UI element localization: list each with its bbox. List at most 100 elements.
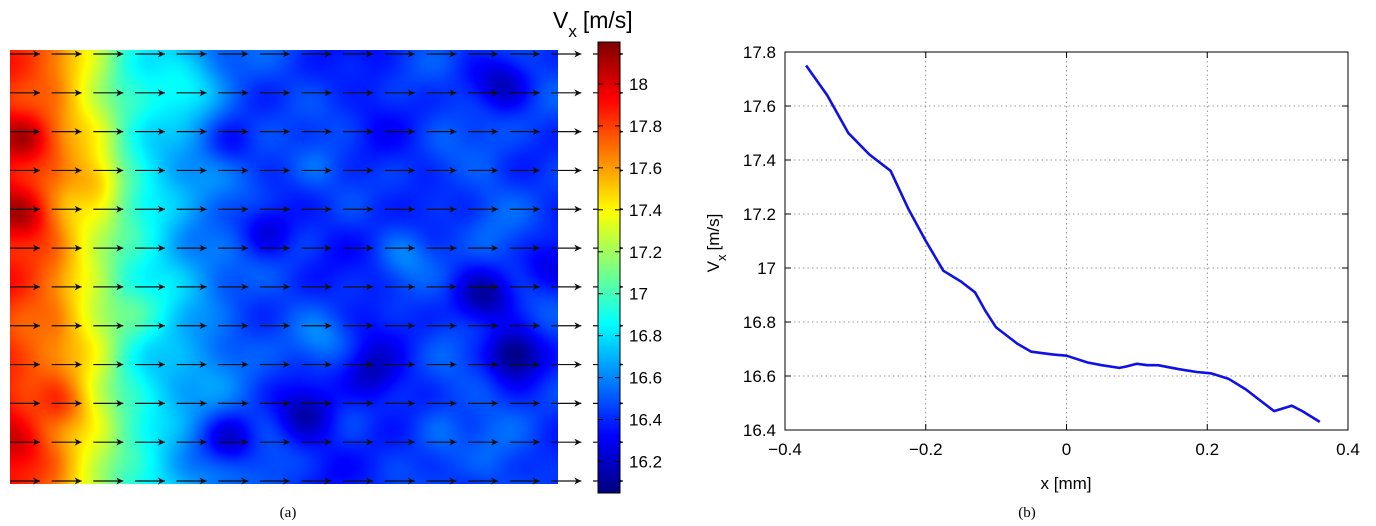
colorbar-tick-label: 16.8 (629, 327, 662, 346)
velocity-arrow (51, 361, 82, 369)
velocity-arrow (343, 89, 374, 97)
velocity-arrow (343, 128, 374, 136)
velocity-arrow (343, 399, 374, 407)
y-tick-label: 16.6 (743, 367, 776, 386)
x-tick-label: −0.2 (909, 440, 943, 459)
velocity-arrow (93, 244, 124, 252)
velocity-arrow (343, 166, 374, 174)
velocity-arrow (176, 322, 207, 330)
velocity-arrow (176, 438, 207, 446)
velocity-arrow (468, 205, 499, 213)
velocity-arrow (384, 438, 415, 446)
velocity-arrow (551, 283, 582, 291)
velocity-arrow (384, 205, 415, 213)
velocity-arrow (426, 283, 457, 291)
x-axis-label: x [mm] (1041, 474, 1092, 493)
velocity-arrow (218, 322, 249, 330)
velocity-arrow (259, 50, 290, 58)
velocity-arrow (10, 322, 40, 330)
velocity-arrow (259, 477, 290, 485)
colorbar-frame (598, 42, 620, 493)
velocity-arrow (384, 477, 415, 485)
velocity-arrow (259, 128, 290, 136)
velocity-arrow (134, 361, 165, 369)
velocity-arrow (384, 89, 415, 97)
y-tick-label: 17.4 (743, 151, 776, 170)
velocity-arrow (301, 283, 332, 291)
velocity-arrow (468, 477, 499, 485)
velocity-arrow (301, 438, 332, 446)
x-tick-label: 0 (1062, 440, 1071, 459)
velocity-arrow (10, 361, 40, 369)
colorbar-border (597, 41, 621, 494)
colorbar-ticks: 16.2 16.4 16.6 16.8 17 17.2 17.4 17.6 17.8 18 (598, 75, 662, 472)
velocity-arrow (51, 438, 82, 446)
velocity-arrow (301, 399, 332, 407)
colorbar-tick-label: 18 (629, 75, 648, 94)
velocity-arrow (93, 128, 124, 136)
velocity-arrow (218, 50, 249, 58)
velocity-arrow (176, 283, 207, 291)
velocity-arrow (468, 244, 499, 252)
velocity-arrow (51, 322, 82, 330)
velocity-arrow (218, 283, 249, 291)
velocity-arrow (343, 205, 374, 213)
velocity-arrow (176, 361, 207, 369)
velocity-arrow (384, 361, 415, 369)
velocity-arrow (301, 361, 332, 369)
velocity-arrow (343, 283, 374, 291)
y-axis-label: Vx[m/s] (704, 214, 729, 273)
x-tick-label: 0.2 (1195, 440, 1219, 459)
velocity-arrow (301, 128, 332, 136)
velocity-arrow (259, 89, 290, 97)
velocity-arrow (218, 166, 249, 174)
velocity-arrow (218, 399, 249, 407)
velocity-arrow (10, 477, 40, 485)
y-tick-label: 17.6 (743, 97, 776, 116)
y-tick-label: 17.8 (743, 43, 776, 62)
velocity-arrow (218, 128, 249, 136)
velocity-arrow (51, 399, 82, 407)
velocity-arrow (93, 322, 124, 330)
velocity-arrow (301, 50, 332, 58)
velocity-arrow (384, 128, 415, 136)
velocity-arrow (134, 244, 165, 252)
velocity-arrow (384, 50, 415, 58)
colorbar-tick-label: 17.8 (629, 117, 662, 136)
velocity-arrow (384, 283, 415, 291)
velocity-arrow (259, 361, 290, 369)
velocity-arrow (426, 399, 457, 407)
velocity-arrow (10, 166, 40, 174)
velocity-arrow (176, 128, 207, 136)
velocity-arrow (426, 361, 457, 369)
velocity-arrow (51, 283, 82, 291)
velocity-arrow (93, 89, 124, 97)
y-tick-label: 17.2 (743, 205, 776, 224)
velocity-arrow (426, 477, 457, 485)
velocity-heatmap-frame (10, 50, 558, 484)
velocity-arrow (509, 283, 540, 291)
velocity-arrow (468, 166, 499, 174)
velocity-arrow (10, 283, 40, 291)
velocity-arrow (384, 244, 415, 252)
velocity-arrow (509, 322, 540, 330)
velocity-arrow (259, 205, 290, 213)
velocity-arrow (93, 399, 124, 407)
colorbar-tick-label: 16.6 (629, 369, 662, 388)
caption-panel-b: (b) (1018, 505, 1036, 521)
velocity-arrow (93, 361, 124, 369)
velocity-arrow (10, 438, 40, 446)
colorbar-tick-label: 16.2 (629, 453, 662, 472)
y-tick-label: 16.8 (743, 313, 776, 332)
velocity-arrow (551, 166, 582, 174)
velocity-arrow (301, 322, 332, 330)
velocity-arrow (301, 89, 332, 97)
velocity-arrow (134, 89, 165, 97)
velocity-arrow (10, 205, 40, 213)
caption-panel-a: (a) (279, 505, 297, 521)
y-tick-label: 16.4 (743, 421, 776, 440)
velocity-arrow (509, 205, 540, 213)
velocity-arrow (51, 477, 82, 485)
velocity-arrow (93, 283, 124, 291)
